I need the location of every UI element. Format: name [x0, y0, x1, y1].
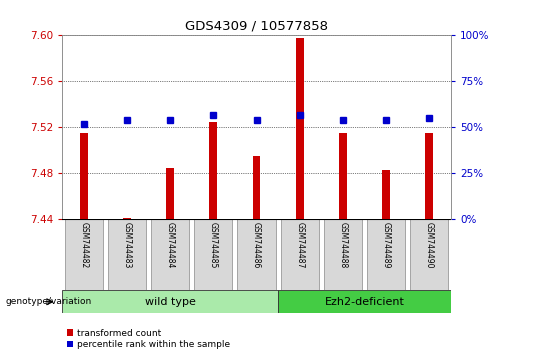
Bar: [367, 219, 405, 290]
Bar: [65, 219, 103, 290]
Bar: [151, 219, 189, 290]
Bar: [296, 38, 303, 219]
Bar: [80, 133, 87, 219]
Text: genotype/variation: genotype/variation: [5, 297, 92, 306]
Bar: [62, 290, 278, 313]
Bar: [123, 218, 131, 219]
Bar: [324, 219, 362, 290]
Bar: [426, 133, 433, 219]
Text: GSM744485: GSM744485: [209, 222, 218, 269]
Text: GSM744488: GSM744488: [339, 222, 347, 269]
Text: GSM744486: GSM744486: [252, 222, 261, 269]
Text: GSM744489: GSM744489: [382, 222, 390, 269]
Text: wild type: wild type: [145, 297, 195, 307]
Legend: transformed count, percentile rank within the sample: transformed count, percentile rank withi…: [66, 329, 230, 349]
Bar: [382, 170, 390, 219]
Bar: [108, 219, 146, 290]
Text: GSM744483: GSM744483: [123, 222, 131, 269]
Text: GSM744487: GSM744487: [295, 222, 304, 269]
Text: GSM744482: GSM744482: [79, 222, 88, 269]
Bar: [339, 133, 347, 219]
Bar: [194, 219, 232, 290]
Bar: [166, 168, 174, 219]
Bar: [410, 219, 448, 290]
Bar: [210, 122, 217, 219]
Text: GSM744490: GSM744490: [425, 222, 434, 269]
Title: GDS4309 / 10577858: GDS4309 / 10577858: [185, 20, 328, 33]
Bar: [278, 290, 451, 313]
Bar: [253, 156, 260, 219]
Text: GSM744484: GSM744484: [166, 222, 174, 269]
Bar: [281, 219, 319, 290]
Text: Ezh2-deficient: Ezh2-deficient: [325, 297, 404, 307]
Bar: [238, 219, 275, 290]
